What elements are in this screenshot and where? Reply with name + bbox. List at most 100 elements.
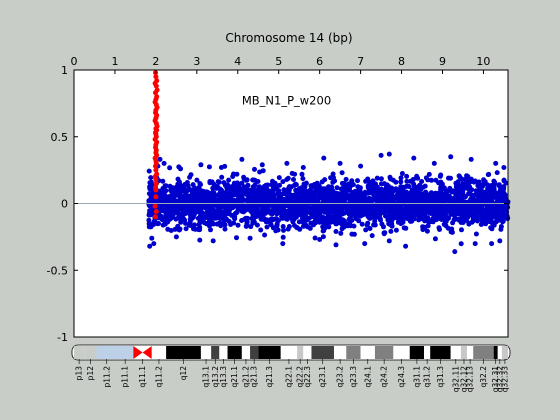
y-tick-label: 0.5 bbox=[51, 131, 69, 144]
data-point bbox=[448, 229, 454, 235]
data-point bbox=[356, 218, 362, 224]
data-point bbox=[466, 221, 472, 227]
data-point bbox=[264, 193, 269, 199]
data-point bbox=[312, 193, 318, 199]
ideogram-band bbox=[460, 346, 468, 359]
data-point bbox=[500, 198, 506, 204]
data-point bbox=[345, 187, 351, 193]
data-point bbox=[243, 223, 249, 229]
data-point bbox=[302, 218, 307, 224]
data-point bbox=[267, 208, 273, 214]
data-point bbox=[152, 203, 158, 209]
data-point bbox=[406, 197, 412, 203]
data-point bbox=[300, 176, 306, 182]
data-point bbox=[296, 202, 302, 208]
sample-annotation: MB_N1_P_w200 bbox=[242, 94, 331, 108]
data-point bbox=[472, 205, 478, 211]
data-point bbox=[307, 207, 312, 213]
data-point bbox=[153, 209, 159, 214]
data-point bbox=[408, 208, 414, 214]
data-point bbox=[173, 234, 179, 240]
ideogram-band bbox=[166, 346, 201, 359]
data-point bbox=[252, 182, 258, 188]
data-point bbox=[317, 237, 323, 242]
data-point bbox=[355, 178, 360, 184]
band-label: q21.2 bbox=[241, 366, 250, 388]
data-point bbox=[176, 201, 182, 207]
data-point bbox=[403, 197, 408, 203]
data-point bbox=[210, 221, 216, 227]
data-point bbox=[300, 188, 306, 194]
data-point bbox=[183, 205, 189, 211]
data-point bbox=[381, 224, 386, 230]
data-point bbox=[413, 191, 419, 197]
data-point bbox=[314, 215, 320, 221]
data-point bbox=[284, 177, 290, 182]
data-point bbox=[239, 156, 245, 162]
data-point bbox=[217, 186, 223, 192]
data-point bbox=[231, 215, 237, 221]
ideogram-band bbox=[258, 346, 281, 359]
data-point bbox=[148, 195, 154, 201]
data-point bbox=[351, 202, 357, 208]
data-point bbox=[156, 221, 161, 226]
data-point bbox=[245, 182, 251, 188]
data-point bbox=[262, 232, 268, 238]
data-point bbox=[364, 222, 370, 228]
data-point bbox=[192, 222, 197, 228]
data-point bbox=[425, 195, 431, 201]
data-point bbox=[491, 181, 497, 187]
data-point bbox=[254, 222, 260, 228]
data-point bbox=[206, 223, 212, 229]
data-point bbox=[146, 217, 152, 223]
data-point bbox=[296, 219, 302, 225]
data-point bbox=[342, 219, 348, 225]
data-point bbox=[348, 193, 354, 199]
data-point bbox=[160, 191, 166, 197]
data-point bbox=[397, 213, 403, 219]
data-point bbox=[330, 203, 336, 209]
data-point bbox=[212, 212, 218, 218]
data-point bbox=[312, 235, 318, 241]
data-point bbox=[301, 223, 306, 229]
data-point bbox=[289, 205, 295, 211]
data-point bbox=[364, 211, 370, 217]
data-point bbox=[353, 209, 359, 215]
data-point bbox=[308, 197, 314, 203]
x-tick-label: 10 bbox=[476, 55, 490, 68]
data-point bbox=[275, 217, 281, 223]
data-point bbox=[435, 204, 441, 210]
data-point bbox=[447, 209, 453, 215]
data-point bbox=[207, 179, 213, 184]
data-point bbox=[494, 170, 500, 176]
data-point bbox=[381, 181, 387, 187]
data-point bbox=[371, 222, 377, 228]
data-point bbox=[497, 211, 503, 217]
data-point bbox=[411, 181, 417, 187]
data-point bbox=[472, 241, 478, 247]
band-label: q21.1 bbox=[230, 366, 239, 388]
data-point bbox=[439, 184, 445, 189]
data-point bbox=[148, 179, 154, 185]
data-point bbox=[172, 226, 178, 232]
data-point bbox=[450, 209, 456, 215]
data-point bbox=[345, 204, 351, 210]
data-point bbox=[179, 217, 184, 222]
data-point bbox=[187, 216, 193, 222]
data-point bbox=[330, 171, 336, 177]
band-label: q22.1 bbox=[284, 366, 293, 388]
data-point bbox=[498, 226, 504, 232]
data-point bbox=[217, 206, 223, 212]
data-point bbox=[190, 182, 196, 188]
data-point bbox=[252, 166, 257, 172]
data-point bbox=[483, 213, 489, 219]
data-point bbox=[167, 196, 173, 202]
data-point bbox=[471, 179, 477, 185]
data-point bbox=[241, 208, 247, 214]
band-label: p11.2 bbox=[102, 366, 111, 388]
data-point bbox=[437, 193, 443, 199]
data-point bbox=[415, 184, 421, 190]
data-point bbox=[420, 227, 426, 233]
data-point bbox=[228, 205, 234, 210]
data-point bbox=[321, 188, 327, 194]
